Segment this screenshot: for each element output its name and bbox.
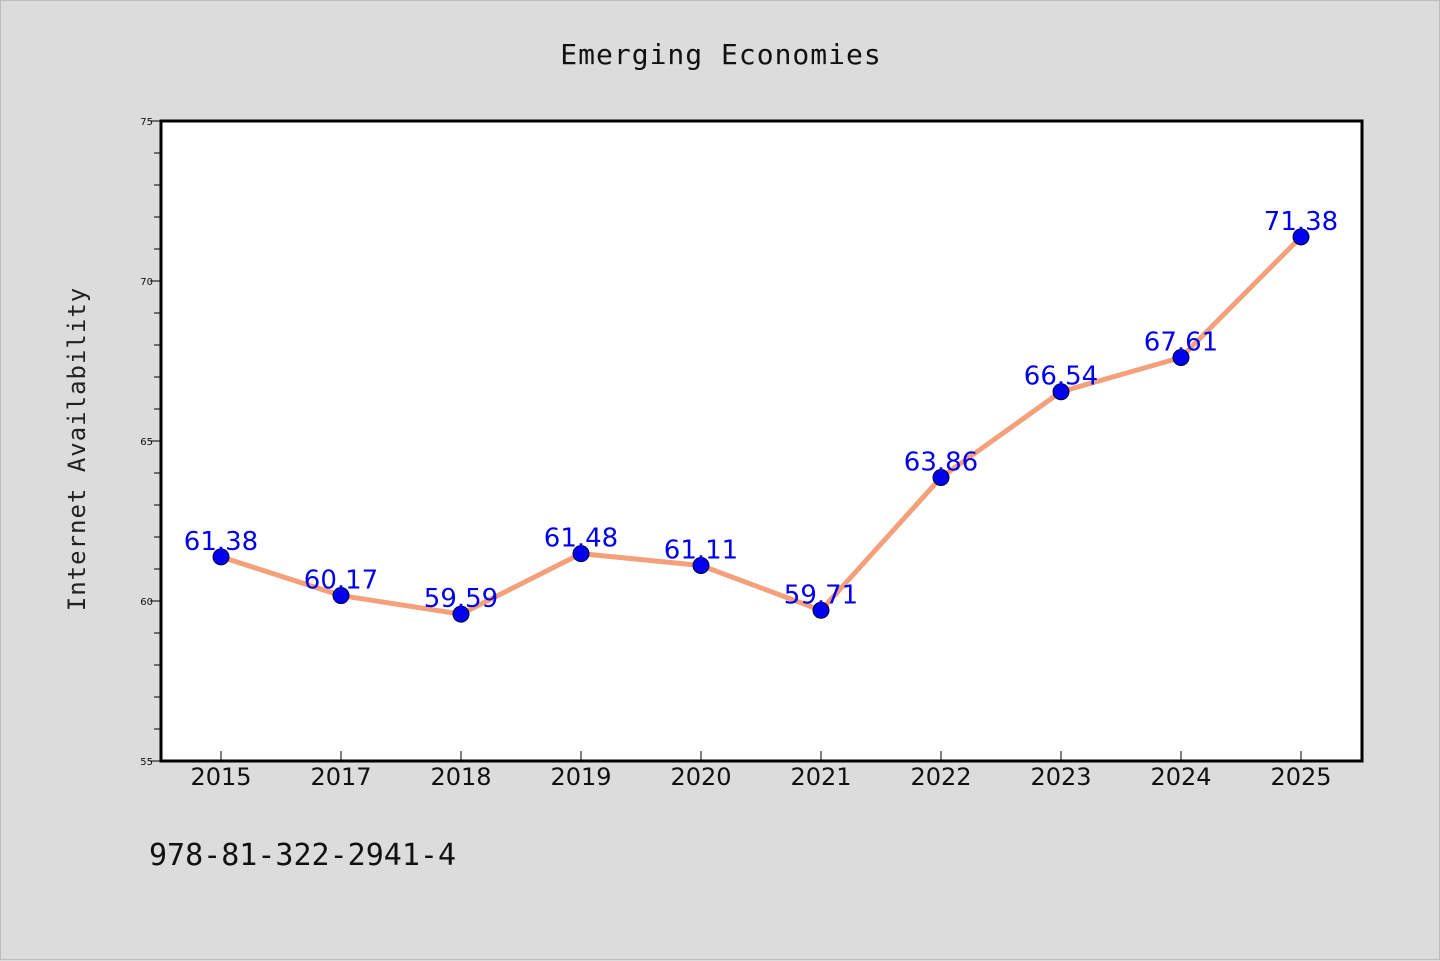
- data-point: [1052, 383, 1070, 401]
- y-tick-label: 75: [140, 117, 153, 128]
- data-point: [812, 601, 830, 619]
- x-tick-label: 2024: [1150, 763, 1211, 791]
- data-label: 61.48: [544, 524, 618, 554]
- data-point: [452, 605, 470, 623]
- data-point: [692, 556, 710, 574]
- series-line: [218, 234, 1304, 617]
- data-label: 60.17: [304, 566, 378, 596]
- x-tick-label: 2015: [190, 763, 251, 791]
- data-label: 66.54: [1024, 362, 1098, 392]
- isbn-code: 978-81-322-2941-4: [149, 838, 456, 873]
- data-label: 63.86: [904, 447, 978, 477]
- data-label: 71.38: [1264, 207, 1338, 237]
- y-tick-label: 55: [140, 757, 153, 768]
- x-tick-label: 2021: [790, 763, 851, 791]
- x-tick-label: 2023: [1030, 763, 1091, 791]
- x-tick-label: 2025: [1270, 763, 1331, 791]
- data-label: 59.59: [424, 584, 498, 614]
- x-axis: 2015 2017 2018 2019 2020 2021 2022 2023 2024 2025: [190, 751, 1332, 791]
- data-point: [1292, 228, 1310, 246]
- series-layer: [212, 228, 1310, 623]
- data-point: [572, 545, 590, 563]
- y-tick-label: 65: [140, 437, 153, 448]
- data-label: 61.38: [184, 527, 258, 557]
- x-tick-label: 2017: [310, 763, 371, 791]
- data-point: [1172, 348, 1190, 366]
- x-tick-label: 2018: [430, 763, 491, 791]
- x-tick-label: 2020: [670, 763, 731, 791]
- chart-title: Emerging Economies: [560, 38, 881, 71]
- data-point: [212, 548, 230, 566]
- y-axis: 55 60 65 70 75: [140, 117, 161, 768]
- data-label: 59.71: [784, 580, 858, 610]
- y-axis-label: Internet Availability: [63, 287, 91, 611]
- x-tick-label: 2022: [910, 763, 971, 791]
- y-tick-label: 60: [140, 597, 153, 608]
- plot-area: [159, 119, 1364, 763]
- data-label: 61.11: [664, 535, 738, 565]
- data-point: [332, 587, 350, 605]
- data-point: [932, 468, 950, 486]
- y-tick-label: 70: [140, 277, 153, 288]
- x-tick-label: 2019: [550, 763, 611, 791]
- data-label: 67.61: [1144, 327, 1218, 357]
- data-label-layer: 61.38 60.17 59.59 61.48 61.11 59.71 63.86 66.54…: [184, 207, 1338, 614]
